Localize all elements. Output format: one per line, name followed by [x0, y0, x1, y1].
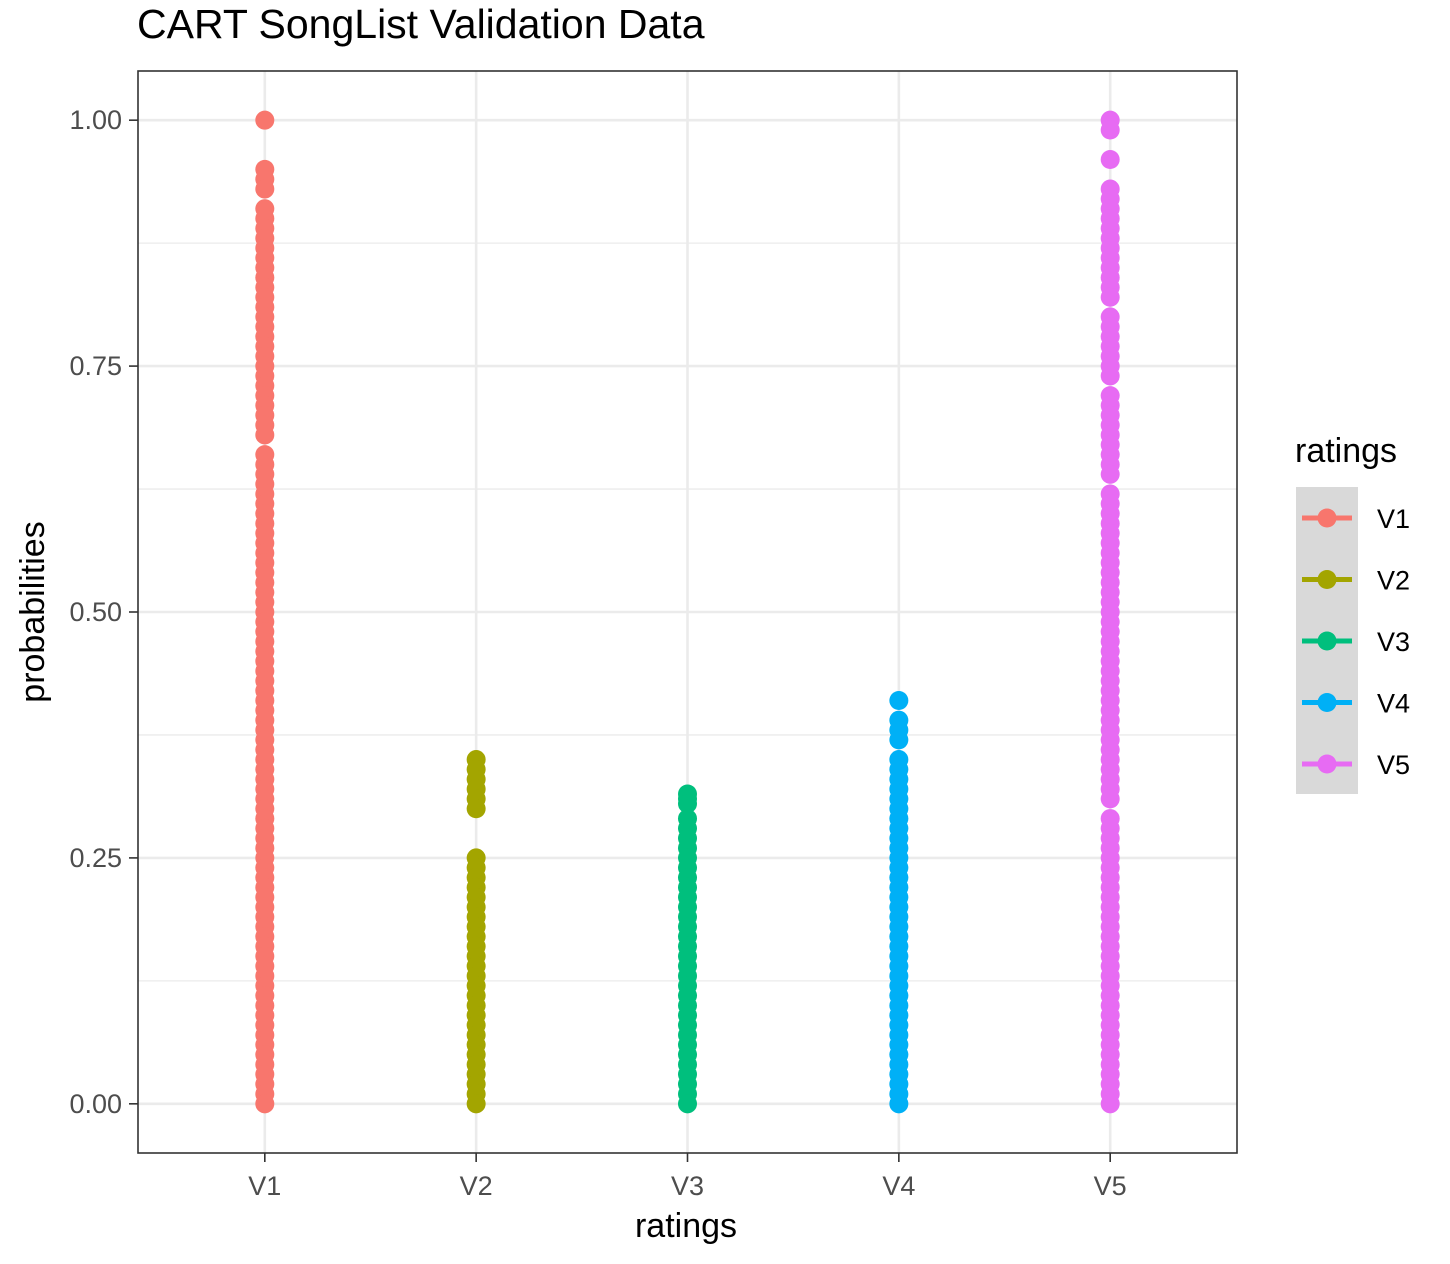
series-v4: [889, 691, 909, 1114]
x-axis-title: ratings: [635, 1207, 737, 1245]
series-v2: [466, 750, 486, 1114]
data-point: [1100, 287, 1120, 307]
legend-title: ratings: [1295, 432, 1397, 470]
data-point: [255, 179, 275, 199]
legend-item-v2: V2: [1302, 566, 1410, 596]
data-points: [255, 110, 1120, 1114]
x-tick-label: V5: [1094, 1171, 1127, 1201]
x-axis: V1 V2 V3 V4 V5: [248, 1153, 1127, 1201]
y-axis: 0.00 0.25 0.50 0.75 1.00: [69, 105, 138, 1119]
legend-key-point: [1317, 693, 1337, 712]
legend-item-v4: V4: [1302, 689, 1410, 719]
data-point: [889, 730, 909, 750]
legend-key-point: [1317, 631, 1337, 651]
data-point: [1100, 789, 1120, 809]
data-point: [889, 691, 909, 711]
series-v3: [678, 784, 697, 1114]
data-point: [678, 794, 697, 814]
y-tick-label: 0.25: [69, 843, 122, 873]
x-tick-label: V1: [248, 1171, 281, 1201]
legend-label: V1: [1377, 504, 1410, 534]
legend-label: V5: [1377, 750, 1410, 780]
data-point: [889, 1094, 909, 1114]
plot-panel: [137, 70, 1238, 1154]
data-point: [255, 1094, 275, 1114]
data-point: [1100, 366, 1120, 386]
legend: ratings V1 V2 V3 V4 V5: [1295, 432, 1410, 794]
data-point: [1100, 1094, 1120, 1114]
legend-item-v1: V1: [1302, 504, 1410, 534]
x-tick-label: V4: [882, 1171, 915, 1201]
legend-key-point: [1317, 508, 1337, 528]
data-point: [1100, 464, 1120, 484]
chart-title: CART SongList Validation Data: [137, 1, 705, 47]
data-point: [466, 1094, 486, 1114]
y-tick-label: 0.75: [69, 351, 122, 381]
data-point: [466, 799, 486, 819]
legend-key-point: [1317, 754, 1337, 774]
data-point: [255, 425, 275, 445]
series-v5: [1100, 110, 1120, 1114]
x-tick-label: V3: [671, 1171, 704, 1201]
legend-item-v5: V5: [1302, 750, 1410, 780]
y-tick-label: 0.50: [69, 597, 122, 627]
data-point: [678, 1094, 697, 1114]
legend-label: V3: [1377, 627, 1410, 657]
data-point: [1100, 120, 1120, 140]
legend-items: V1 V2 V3 V4 V5: [1302, 504, 1410, 780]
y-tick-label: 0.00: [69, 1089, 122, 1119]
legend-item-v3: V3: [1302, 627, 1410, 657]
legend-key-point: [1317, 570, 1337, 589]
series-v1: [255, 110, 275, 1114]
legend-label: V4: [1377, 689, 1410, 719]
x-tick-label: V2: [460, 1171, 493, 1201]
data-point: [1100, 150, 1120, 170]
y-tick-label: 1.00: [69, 105, 122, 135]
data-point: [255, 110, 275, 130]
y-axis-title: probabilities: [14, 521, 52, 702]
legend-label: V2: [1377, 566, 1410, 596]
